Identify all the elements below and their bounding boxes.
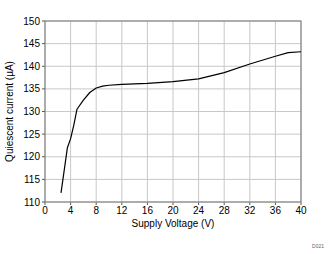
x-tick-label: 4 [68,205,74,216]
y-grid-line [45,156,301,157]
x-axis-label: Supply Voltage (V) [132,218,215,229]
y-grid-line [45,88,301,89]
x-tick-label: 20 [167,205,179,216]
x-tick-label: 40 [295,205,307,216]
y-tick-label: 130 [23,106,40,117]
data-group [61,52,301,193]
y-tick-label: 120 [23,151,40,162]
x-tick-label: 8 [93,205,99,216]
y-grid-line [45,111,301,112]
y-tick-label: 145 [23,38,40,49]
chart: 0 4 8 12 16 20 24 28 32 36 40 110 115 120 125 130 135 140… [0,0,335,254]
x-tick-label: 0 [42,205,48,216]
x-tick-label: 32 [244,205,256,216]
y-tick-label: 140 [23,61,40,72]
series-line [61,52,301,193]
x-tick-label: 12 [116,205,128,216]
y-grid-line [45,66,301,67]
y-tick-label: 125 [23,129,40,140]
y-grid-line [45,43,301,44]
x-tick-label: 36 [270,205,282,216]
annotation: D021 [312,243,324,249]
y-tick-label: 135 [23,83,40,94]
y-axis-label: Quiescent current (µA) [4,61,15,162]
y-tick-label: 150 [23,16,40,27]
y-tick-label: 110 [24,197,40,208]
x-tick-label: 28 [219,205,231,216]
x-tick-label: 24 [193,205,205,216]
y-grid-line [45,179,301,180]
y-tick-label: 115 [24,174,40,185]
x-tick-label: 16 [142,205,154,216]
y-grid-line [45,134,301,135]
plot-frame [45,21,301,202]
